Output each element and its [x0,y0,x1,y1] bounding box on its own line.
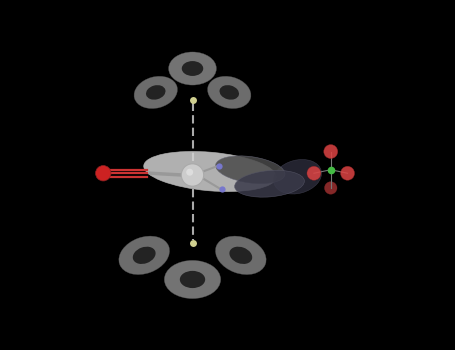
Ellipse shape [207,76,251,108]
Ellipse shape [119,236,170,274]
Ellipse shape [164,260,221,299]
Ellipse shape [144,152,276,191]
Ellipse shape [273,160,322,194]
Ellipse shape [133,247,156,264]
Circle shape [324,182,337,194]
Ellipse shape [182,61,203,76]
Circle shape [96,166,111,181]
Circle shape [324,145,338,159]
Ellipse shape [216,156,285,184]
Ellipse shape [180,271,205,288]
Ellipse shape [169,52,217,85]
Circle shape [186,169,193,176]
Ellipse shape [229,247,252,264]
Ellipse shape [216,236,266,274]
Circle shape [340,166,354,180]
Ellipse shape [134,76,177,108]
Circle shape [307,166,321,180]
Ellipse shape [219,85,239,100]
Ellipse shape [235,170,304,197]
Circle shape [181,164,204,186]
Ellipse shape [146,85,166,100]
